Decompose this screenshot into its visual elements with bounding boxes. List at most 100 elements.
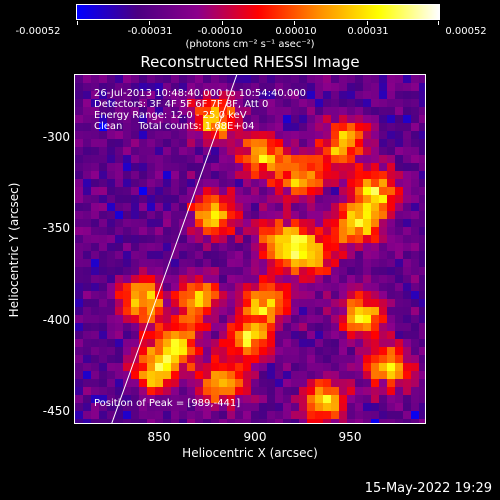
heatmap-cell xyxy=(371,387,379,395)
heatmap-cell xyxy=(91,179,99,187)
heatmap-cell xyxy=(163,163,171,171)
heatmap-cell xyxy=(179,299,187,307)
heatmap-cell xyxy=(147,419,155,423)
heatmap-cell xyxy=(283,291,291,299)
heatmap-cell xyxy=(291,275,299,283)
heatmap-cell xyxy=(403,299,411,307)
heatmap-cell xyxy=(131,243,139,251)
heatmap-cell xyxy=(131,315,139,323)
heatmap-cell xyxy=(147,251,155,259)
heatmap-cell xyxy=(291,107,299,115)
heatmap-cell xyxy=(123,363,131,371)
heatmap-cell xyxy=(171,323,179,331)
heatmap-cell xyxy=(131,115,139,123)
heatmap-cell xyxy=(235,363,243,371)
heatmap-cell xyxy=(195,203,203,211)
heatmap-cell xyxy=(83,387,91,395)
x-tick: 950 xyxy=(338,430,362,444)
heatmap-cell xyxy=(403,195,411,203)
heatmap-cell xyxy=(387,411,395,419)
heatmap-cell xyxy=(139,139,147,147)
heatmap-cell xyxy=(195,363,203,371)
heatmap-cell xyxy=(131,107,139,115)
heatmap-cell xyxy=(283,363,291,371)
heatmap-cell xyxy=(203,235,211,243)
heatmap-cell xyxy=(419,147,425,155)
heatmap-cell xyxy=(235,219,243,227)
heatmap-cell xyxy=(283,331,291,339)
heatmap-cell xyxy=(171,387,179,395)
heatmap-cell xyxy=(131,227,139,235)
heatmap-cell xyxy=(99,411,107,419)
heatmap-cell xyxy=(403,291,411,299)
heatmap-cell xyxy=(251,219,259,227)
heatmap-cell xyxy=(283,371,291,379)
heatmap-cell xyxy=(347,379,355,387)
heatmap-cell xyxy=(419,411,425,419)
heatmap-cell xyxy=(259,115,267,123)
heatmap-cell xyxy=(379,331,387,339)
heatmap-cell xyxy=(107,299,115,307)
heatmap-cell xyxy=(219,339,227,347)
heatmap-cell xyxy=(211,75,219,83)
heatmap-cell xyxy=(155,203,163,211)
heatmap-cell xyxy=(187,291,195,299)
y-tick: -400 xyxy=(42,313,70,327)
heatmap-cell xyxy=(363,211,371,219)
heatmap-cell xyxy=(379,411,387,419)
heatmap-cell xyxy=(227,315,235,323)
heatmap-cell xyxy=(83,339,91,347)
heatmap-cell xyxy=(75,227,83,235)
heatmap-cell xyxy=(187,403,195,411)
heatmap-cell xyxy=(147,299,155,307)
heatmap-cell xyxy=(195,195,203,203)
heatmap-cell xyxy=(387,203,395,211)
heatmap-cell xyxy=(331,339,339,347)
heatmap-cell xyxy=(395,75,403,83)
heatmap-cell xyxy=(139,243,147,251)
heatmap-cell xyxy=(115,243,123,251)
heatmap-cell xyxy=(363,155,371,163)
heatmap-cell xyxy=(219,347,227,355)
heatmap-cell xyxy=(283,339,291,347)
heatmap-cell xyxy=(331,403,339,411)
heatmap-cell xyxy=(163,139,171,147)
heatmap-cell xyxy=(107,371,115,379)
heatmap-cell xyxy=(243,251,251,259)
heatmap-cell xyxy=(235,323,243,331)
heatmap-cell xyxy=(123,323,131,331)
heatmap-cell xyxy=(259,195,267,203)
heatmap-cell xyxy=(171,291,179,299)
heatmap-cell xyxy=(75,187,83,195)
heatmap-cell xyxy=(323,283,331,291)
heatmap-cell xyxy=(355,203,363,211)
heatmap-cell xyxy=(411,171,419,179)
heatmap-cell xyxy=(91,155,99,163)
heatmap-cell xyxy=(251,155,259,163)
heatmap-cell xyxy=(243,363,251,371)
heatmap-cell xyxy=(267,179,275,187)
heatmap-cell xyxy=(371,403,379,411)
heatmap-cell xyxy=(355,291,363,299)
heatmap-cell xyxy=(187,75,195,83)
heatmap-cell xyxy=(331,115,339,123)
heatmap-cell xyxy=(235,123,243,131)
heatmap-cell xyxy=(107,379,115,387)
heatmap-cell xyxy=(267,419,275,423)
heatmap-cell xyxy=(259,171,267,179)
heatmap-cell xyxy=(299,259,307,267)
heatmap-cell xyxy=(187,283,195,291)
heatmap-cell xyxy=(147,395,155,403)
heatmap-cell xyxy=(107,235,115,243)
heatmap-cell xyxy=(259,267,267,275)
heatmap-cell xyxy=(171,347,179,355)
heatmap-cell xyxy=(75,339,83,347)
heatmap-cell xyxy=(411,291,419,299)
heatmap-cell xyxy=(251,123,259,131)
heatmap-cell xyxy=(291,155,299,163)
heatmap-cell xyxy=(131,187,139,195)
heatmap-cell xyxy=(355,179,363,187)
heatmap-cell xyxy=(267,203,275,211)
heatmap-cell xyxy=(75,115,83,123)
heatmap-cell xyxy=(251,347,259,355)
